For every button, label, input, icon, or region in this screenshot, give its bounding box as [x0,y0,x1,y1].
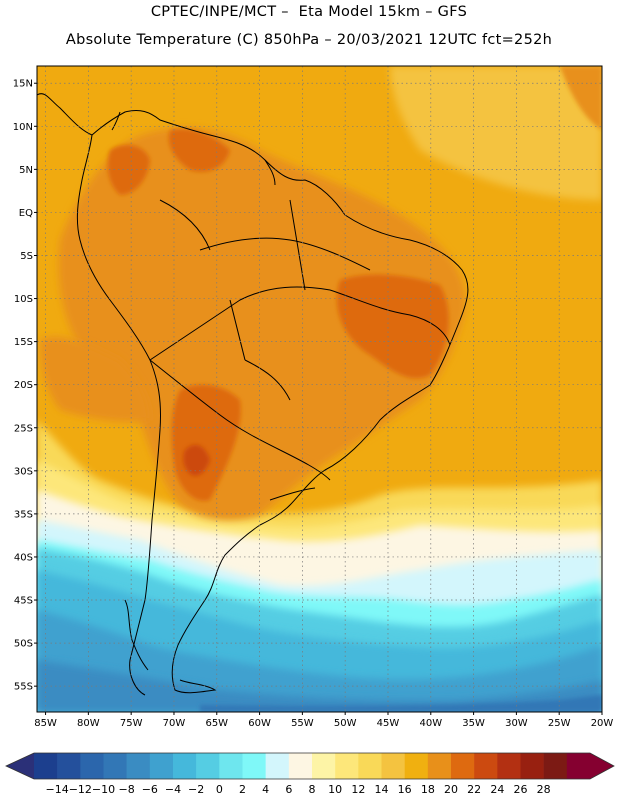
colorbar-label: 22 [467,783,481,796]
latitude-label: EQ [19,208,33,219]
colorbar-swatch [265,753,290,779]
colorbar-label: 12 [351,783,365,796]
colorbar-label: 0 [216,783,223,796]
longitude-label: 70W [163,718,186,729]
latitude-label: 40S [14,552,33,563]
colorbar [5,752,615,780]
colorbar-label: 2 [239,783,246,796]
latitude-label: 15N [13,79,33,90]
colorbar-swatch [451,753,475,779]
colorbar-swatch [80,753,104,779]
colorbar-label: −8 [119,783,135,796]
colorbar-swatch [404,753,429,779]
colorbar-label: 6 [285,783,292,796]
longitude-label: 35W [462,718,485,729]
longitude-label: 85W [34,718,57,729]
longitude-label: 65W [205,718,228,729]
colorbar-swatch [173,753,197,779]
colorbar-swatch [242,753,266,779]
colorbar-swatch [335,753,359,779]
colorbar-label: 10 [328,783,342,796]
colorbar-label: 8 [309,783,316,796]
latitude-label: 15S [14,337,33,348]
colorbar-label: −10 [92,783,115,796]
colorbar-label: 26 [514,783,528,796]
colorbar-label: 18 [421,783,435,796]
colorbar-label: −6 [142,783,158,796]
colorbar-swatch [126,753,151,779]
longitude-labels: 85W 80W 75W 70W 65W 60W 55W 50W 45W 40W 35W 30W 25W 2… [34,712,613,729]
colorbar-swatch [566,753,591,779]
longitude-label: 40W [419,718,442,729]
colorbar-swatch [520,753,544,779]
colorbar-label: 28 [537,783,551,796]
colorbar-swatch [312,753,336,779]
colorbar-swatch [149,753,174,779]
colorbar-low-arrow [6,753,34,779]
longitude-label: 80W [77,718,100,729]
longitude-label: 25W [548,718,571,729]
longitude-label: 60W [248,718,271,729]
latitude-label: 55S [14,682,33,693]
latitude-label: 20S [14,380,33,391]
colorbar-label: −14 [46,783,69,796]
colorbar-label: 4 [262,783,269,796]
latitude-labels: 15N 10N 5N EQ 5S 10S 15S 20S 25S 30S 35S 40S 45S 50S 5… [13,79,37,693]
longitude-label: 20W [591,718,614,729]
colorbar-swatch [103,753,127,779]
colorbar-swatch [288,753,313,779]
latitude-label: 10S [14,294,33,305]
latitude-label: 45S [14,596,33,607]
map-subtitle: Absolute Temperature (C) 850hPa – 20/03/… [65,32,553,48]
longitude-label: 30W [505,718,528,729]
colorbar-label: −2 [188,783,204,796]
colorbar-label: 16 [398,783,412,796]
longitude-label: 55W [291,718,314,729]
colorbar-labels: −14 −12 −10 −8 −6 −4 −2 0 2 4 6 8 10 12 14 16 18 20 22 24 26… [46,783,551,796]
colorbar-frame [5,752,615,780]
colorbar-swatch [57,753,81,779]
colorbar-label: 24 [490,783,504,796]
latitude-label: 5N [19,165,33,176]
colorbar-swatch [381,753,405,779]
map-title: CPTEC/INPE/MCT – Eta Model 15km – GFS [150,4,468,20]
longitude-label: 50W [334,718,357,729]
colorbar-swatch [358,753,382,779]
latitude-label: 5S [20,251,33,262]
colorbar-label: −4 [165,783,181,796]
colorbar-swatch [474,753,498,779]
colorbar-swatch [497,753,521,779]
longitude-label: 45W [377,718,400,729]
colorbar-swatch [219,753,243,779]
latitude-label: 30S [14,466,33,477]
latitude-label: 35S [14,509,33,520]
colorbar-high-arrow [590,753,614,779]
latitude-label: 10N [13,122,33,133]
longitude-label: 75W [120,718,143,729]
colorbar-label: −12 [69,783,92,796]
map-frame [36,65,603,713]
colorbar-swatch [427,753,452,779]
coastline [37,93,469,696]
latitude-label: 25S [14,423,33,434]
colorbar-swatch [543,753,568,779]
colorbar-swatch [196,753,220,779]
temperature-field [37,66,602,712]
colorbar-label: 20 [444,783,458,796]
colorbar-label: 14 [375,783,389,796]
latitude-label: 50S [14,639,33,650]
colorbar-swatch [34,753,58,779]
